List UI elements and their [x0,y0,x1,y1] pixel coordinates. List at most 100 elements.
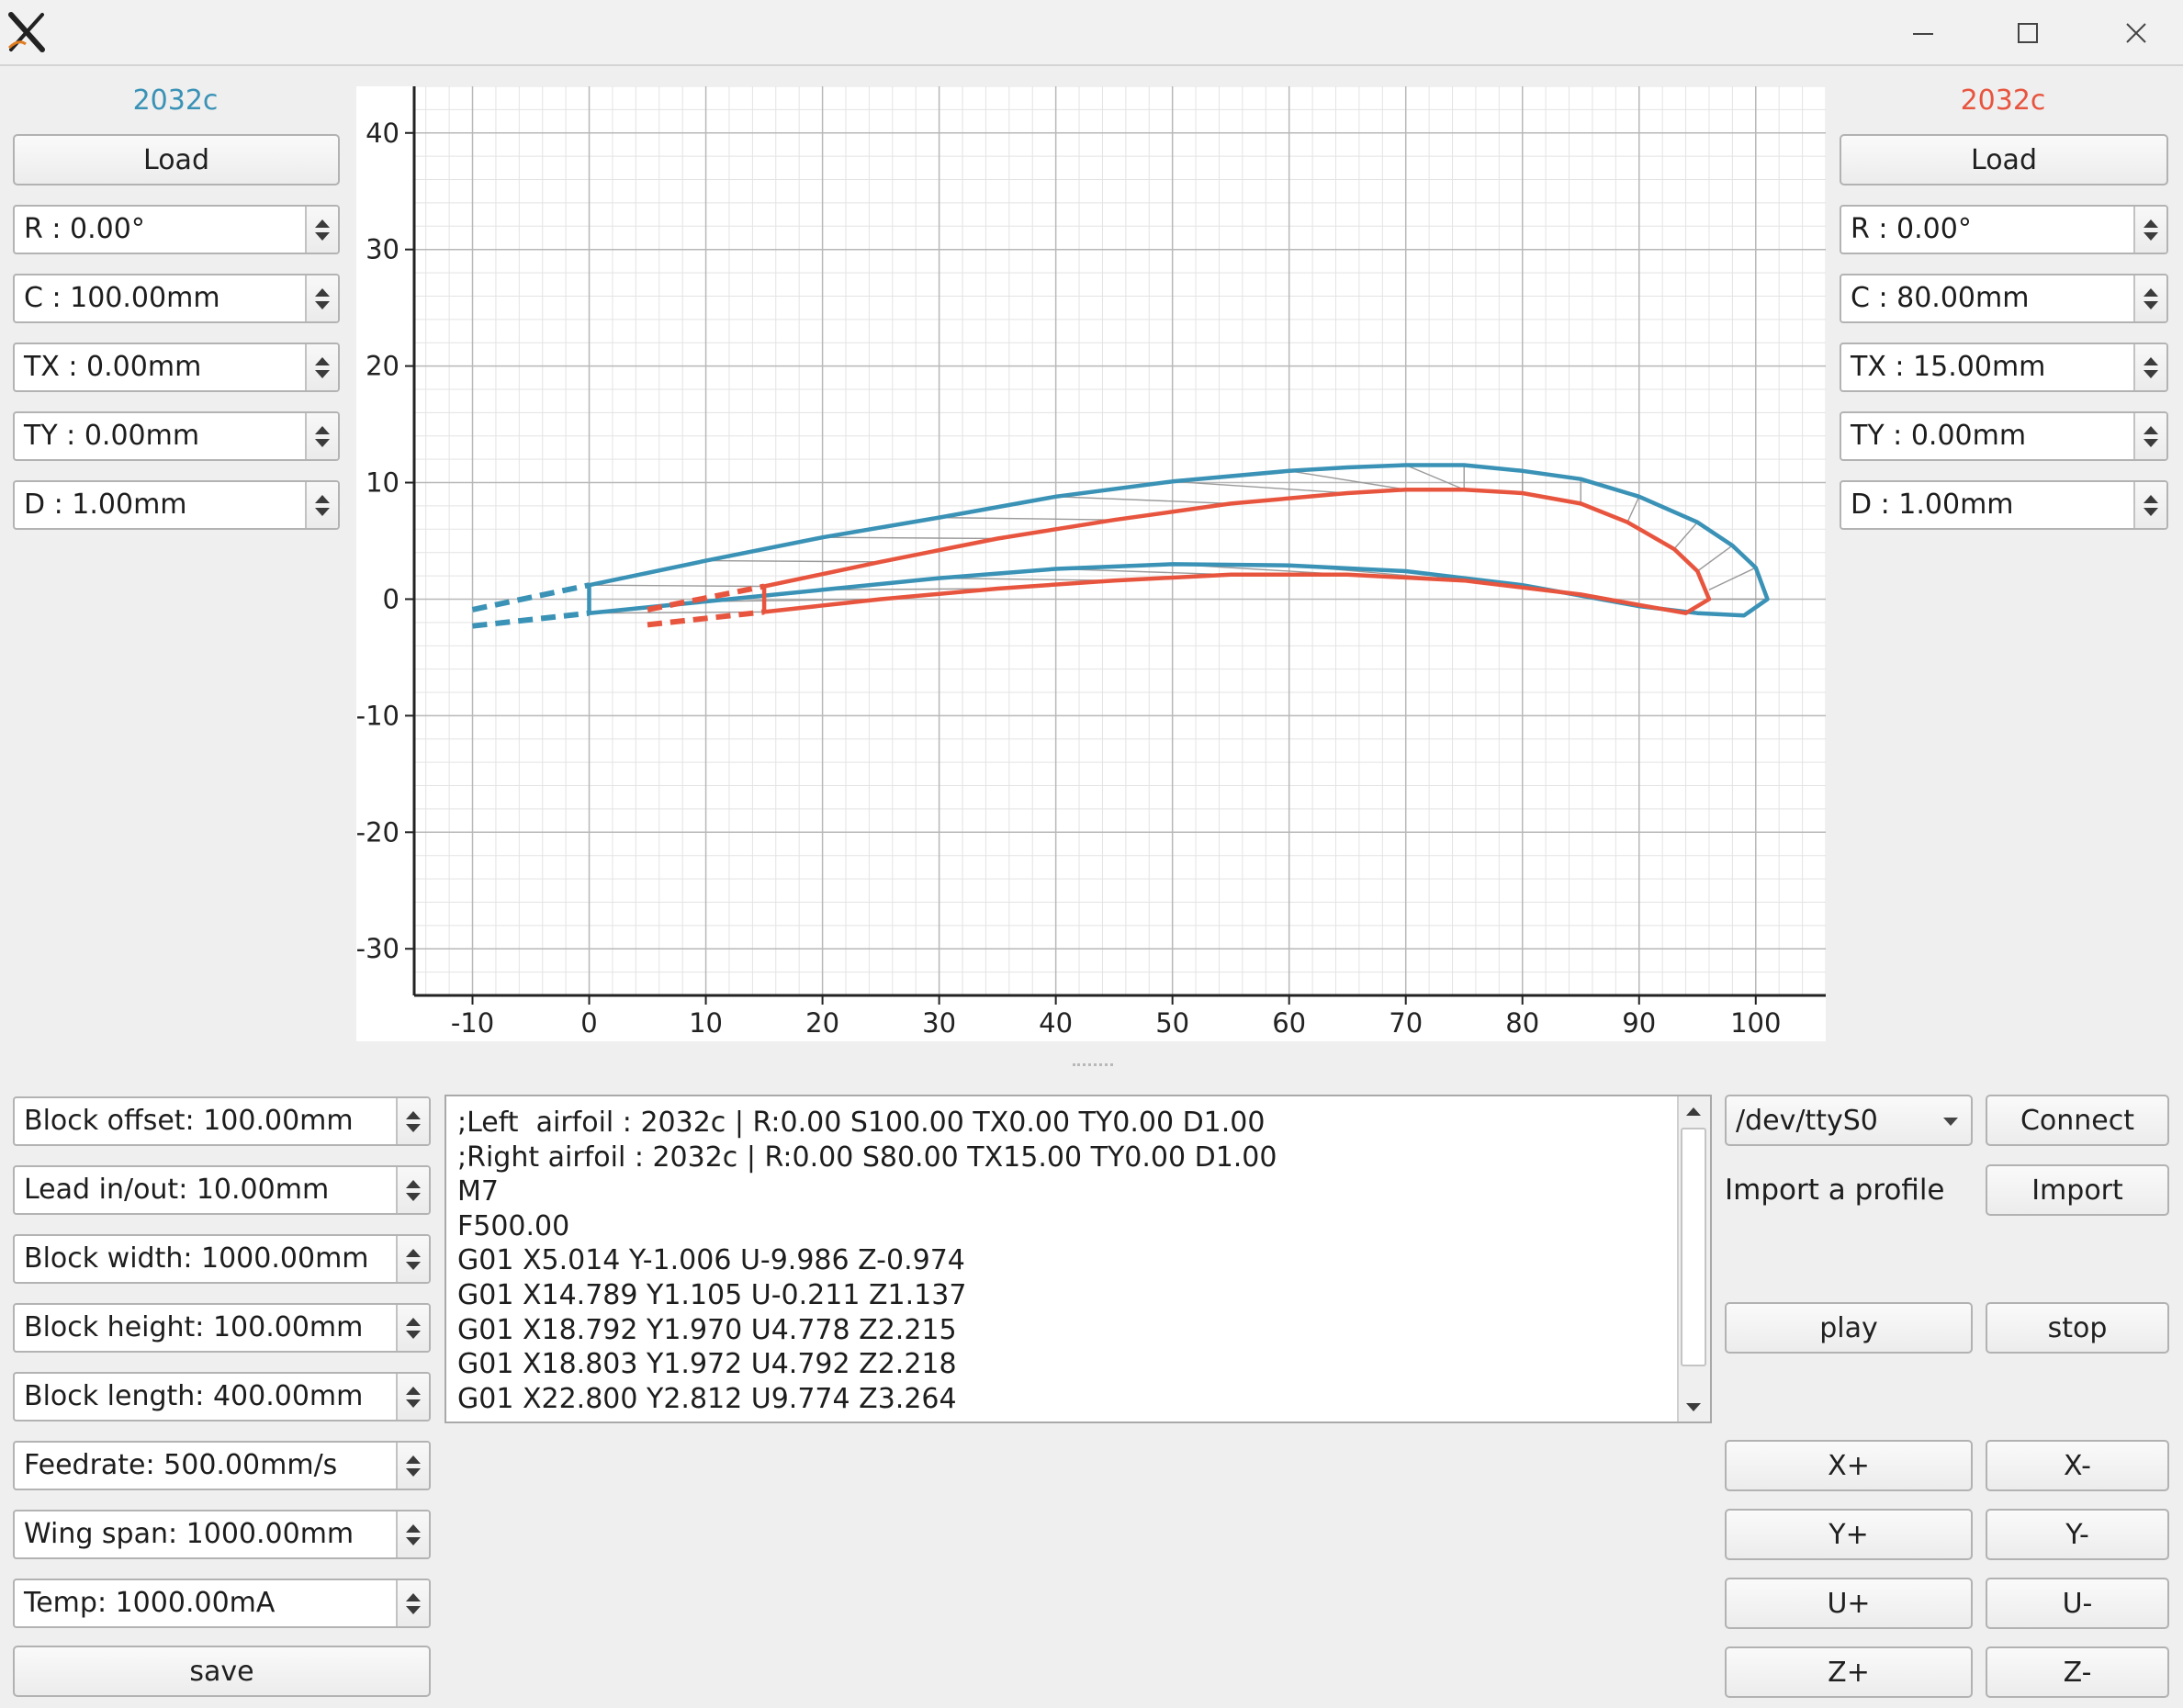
right-dilate-field-value[interactable]: D : 1.00mm [1851,489,2014,521]
jog-6-button[interactable]: Z+ [1725,1646,1973,1698]
chevron-down-icon[interactable] [406,1123,421,1132]
left-dilate-field-value[interactable]: D : 1.00mm [24,489,187,521]
gcode-line[interactable]: G01 X18.803 Y1.972 U4.792 Z2.218 [457,1348,957,1381]
chevron-up-icon[interactable] [315,219,330,228]
stepper-arrows[interactable] [2133,207,2166,253]
chevron-down-icon[interactable] [315,438,330,447]
stepper-arrows[interactable] [396,1374,429,1420]
block-height-field[interactable]: Block height: 100.00mm [13,1303,431,1353]
chevron-down-icon[interactable] [2144,507,2158,516]
scroll-thumb[interactable] [1681,1128,1706,1366]
stepper-arrows[interactable] [305,413,338,459]
stepper-arrows[interactable] [305,207,338,253]
left-chord-field[interactable]: C : 100.00mm [13,274,340,323]
jog-1-button[interactable]: X- [1986,1440,2169,1491]
right-chord-field[interactable]: C : 80.00mm [1840,274,2168,323]
right-rotation-field[interactable]: R : 0.00° [1840,205,2168,254]
block-length-field[interactable]: Block length: 400.00mm [13,1372,431,1421]
chevron-down-icon[interactable] [2144,231,2158,241]
stepper-arrows[interactable] [2133,482,2166,528]
chevron-down-icon[interactable] [406,1399,421,1408]
chevron-up-icon[interactable] [406,1179,421,1188]
left-rotation-field-value[interactable]: R : 0.00° [24,213,145,245]
jog-3-button[interactable]: Y- [1986,1509,2169,1560]
scroll-down-button[interactable] [1679,1392,1708,1421]
stepper-arrows[interactable] [396,1580,429,1626]
gcode-line[interactable]: G01 X22.800 Y2.812 U9.774 Z3.264 [457,1382,957,1415]
gcode-line[interactable]: ;Left airfoil : 2032c | R:0.00 S100.00 T… [457,1107,1266,1139]
chevron-down-icon[interactable] [406,1536,421,1545]
chevron-down-icon[interactable] [2144,300,2158,309]
chevron-up-icon[interactable] [406,1386,421,1395]
chevron-down-icon[interactable] [315,300,330,309]
right-translate-x-field[interactable]: TX : 15.00mm [1840,343,2168,392]
play-button[interactable]: play [1725,1302,1973,1354]
left-translate-y-field[interactable]: TY : 0.00mm [13,411,340,461]
stop-button[interactable]: stop [1986,1302,2169,1354]
block-offset-field[interactable]: Block offset: 100.00mm [13,1096,431,1146]
chevron-up-icon[interactable] [2144,287,2158,297]
chevron-down-icon[interactable] [406,1467,421,1477]
chevron-up-icon[interactable] [406,1592,421,1601]
stepper-arrows[interactable] [396,1098,429,1144]
left-load-button[interactable]: Load [13,134,340,185]
stepper-arrows[interactable] [305,344,338,390]
stepper-arrows[interactable] [2133,413,2166,459]
chevron-up-icon[interactable] [406,1110,421,1119]
chevron-up-icon[interactable] [2144,219,2158,228]
chevron-up-icon[interactable] [2144,425,2158,434]
right-translate-y-field[interactable]: TY : 0.00mm [1840,411,2168,461]
temp-field[interactable]: Temp: 1000.00mA [13,1579,431,1628]
chevron-down-icon[interactable] [315,507,330,516]
right-chord-field-value[interactable]: C : 80.00mm [1851,282,2030,314]
chevron-up-icon[interactable] [315,425,330,434]
block-height-field-value[interactable]: Block height: 100.00mm [24,1311,364,1343]
chevron-up-icon[interactable] [406,1317,421,1326]
splitter-handle[interactable] [1073,1063,1113,1069]
feedrate-field[interactable]: Feedrate: 500.00mm/s [13,1441,431,1490]
stepper-arrows[interactable] [396,1305,429,1351]
block-offset-field-value[interactable]: Block offset: 100.00mm [24,1105,354,1137]
lead-in-out-field[interactable]: Lead in/out: 10.00mm [13,1165,431,1215]
airfoil-plot-canvas[interactable]: -10 0 10 20 30 40 50 60 70 80 90 100 -30 -20 -10 0 10 20 3… [356,85,1827,1041]
chevron-down-icon[interactable] [406,1330,421,1339]
left-dilate-field[interactable]: D : 1.00mm [13,480,340,530]
wing-span-field[interactable]: Wing span: 1000.00mm [13,1510,431,1559]
chevron-down-icon[interactable] [406,1261,421,1270]
block-length-field-value[interactable]: Block length: 400.00mm [24,1380,364,1412]
gcode-line[interactable]: G01 X18.792 Y1.970 U4.778 Z2.215 [457,1313,957,1346]
wing-span-field-value[interactable]: Wing span: 1000.00mm [24,1518,354,1550]
close-button[interactable] [2110,7,2162,59]
stepper-arrows[interactable] [305,482,338,528]
right-rotation-field-value[interactable]: R : 0.00° [1851,213,1972,245]
temp-field-value[interactable]: Temp: 1000.00mA [24,1587,276,1619]
stepper-arrows[interactable] [396,1236,429,1282]
right-load-button[interactable]: Load [1840,134,2168,185]
stepper-arrows[interactable] [2133,275,2166,321]
left-translate-x-field-value[interactable]: TX : 0.00mm [24,351,202,383]
left-rotation-field[interactable]: R : 0.00° [13,205,340,254]
chevron-up-icon[interactable] [2144,494,2158,503]
airfoil-plot[interactable]: -10 0 10 20 30 40 50 60 70 80 90 100 -30 -20 -10 0 10 20 3… [356,85,1827,1041]
port-select[interactable]: /dev/ttyS0 [1725,1095,1973,1146]
jog-2-button[interactable]: Y+ [1725,1509,1973,1560]
block-width-field-value[interactable]: Block width: 1000.00mm [24,1242,369,1275]
chevron-down-icon[interactable] [406,1192,421,1201]
save-button[interactable]: save [13,1646,431,1697]
chevron-up-icon[interactable] [315,494,330,503]
gcode-line[interactable]: G01 X5.014 Y-1.006 U-9.986 Z-0.974 [457,1244,965,1277]
chevron-up-icon[interactable] [315,356,330,365]
chevron-up-icon[interactable] [406,1455,421,1464]
chevron-down-icon[interactable] [2144,438,2158,447]
stepper-arrows[interactable] [396,1511,429,1557]
gcode-line[interactable]: M7 [457,1175,499,1208]
gcode-line[interactable]: F500.00 [457,1209,570,1242]
connect-button[interactable]: Connect [1986,1095,2169,1146]
chevron-up-icon[interactable] [406,1523,421,1533]
maximize-button[interactable] [2002,7,2054,59]
chevron-down-icon[interactable] [315,231,330,241]
chevron-down-icon[interactable] [315,369,330,378]
gcode-text[interactable]: ;Left airfoil : 2032c | R:0.00 S100.00 T… [457,1106,1277,1416]
gcode-view[interactable]: ;Left airfoil : 2032c | R:0.00 S100.00 T… [444,1095,1712,1423]
minimize-button[interactable] [1897,7,1949,59]
